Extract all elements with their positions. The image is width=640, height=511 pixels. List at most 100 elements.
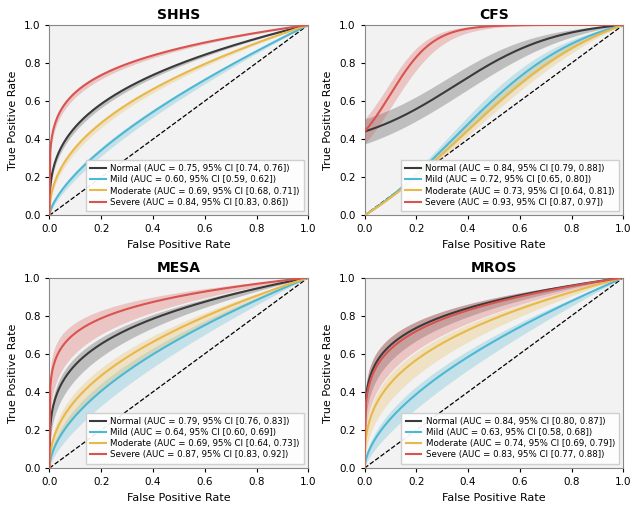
Severe (AUC = 0.87, 95% CI [0.83, 0.92])	[280, 277, 288, 284]
Moderate (AUC = 0.74, 95% CI [0.69, 0.79])	[515, 306, 522, 312]
Normal (AUC = 0.84, 95% CI [0.80, 0.87])	[362, 401, 369, 407]
Mild (AUC = 0.64, 95% CI [0.60, 0.69])	[204, 320, 212, 327]
Mild (AUC = 0.60, 95% CI [0.59, 0.62])	[280, 34, 288, 40]
X-axis label: False Positive Rate: False Positive Rate	[442, 240, 546, 250]
Mild (AUC = 0.63, 95% CI [0.58, 0.68])	[361, 465, 369, 471]
Severe (AUC = 0.84, 95% CI [0.83, 0.86])	[199, 40, 207, 46]
X-axis label: False Positive Rate: False Positive Rate	[127, 240, 230, 250]
Moderate (AUC = 0.69, 95% CI [0.68, 0.71])	[45, 212, 53, 218]
Moderate (AUC = 0.69, 95% CI [0.64, 0.73])	[305, 274, 312, 281]
Normal (AUC = 0.75, 95% CI [0.74, 0.76])	[264, 32, 271, 38]
Mild (AUC = 0.63, 95% CI [0.58, 0.68])	[515, 324, 522, 331]
Normal (AUC = 0.79, 95% CI [0.76, 0.83])	[280, 280, 288, 286]
Mild (AUC = 0.63, 95% CI [0.58, 0.68])	[362, 458, 369, 464]
Moderate (AUC = 0.69, 95% CI [0.68, 0.71])	[204, 59, 212, 65]
Normal (AUC = 0.84, 95% CI [0.79, 0.88])	[620, 22, 627, 28]
Normal (AUC = 0.84, 95% CI [0.80, 0.87])	[361, 465, 369, 471]
Mild (AUC = 0.63, 95% CI [0.58, 0.68])	[579, 293, 587, 299]
Mild (AUC = 0.60, 95% CI [0.59, 0.62])	[45, 212, 53, 218]
Y-axis label: True Positive Rate: True Positive Rate	[323, 323, 333, 423]
Line: Moderate (AUC = 0.73, 95% CI [0.64, 0.81]): Moderate (AUC = 0.73, 95% CI [0.64, 0.81…	[365, 25, 623, 215]
Y-axis label: True Positive Rate: True Positive Rate	[8, 323, 19, 423]
Severe (AUC = 0.87, 95% CI [0.83, 0.92])	[45, 465, 53, 471]
Severe (AUC = 0.83, 95% CI [0.77, 0.88])	[595, 278, 603, 285]
Normal (AUC = 0.75, 95% CI [0.74, 0.76])	[204, 51, 212, 57]
Legend: Normal (AUC = 0.79, 95% CI [0.76, 0.83]), Mild (AUC = 0.64, 95% CI [0.60, 0.69]): Normal (AUC = 0.79, 95% CI [0.76, 0.83])…	[86, 413, 304, 464]
Severe (AUC = 0.83, 95% CI [0.77, 0.88])	[620, 274, 627, 281]
Severe (AUC = 0.84, 95% CI [0.83, 0.86])	[45, 212, 53, 218]
Moderate (AUC = 0.73, 95% CI [0.64, 0.81])	[362, 212, 369, 218]
Moderate (AUC = 0.74, 95% CI [0.69, 0.79])	[519, 305, 527, 311]
Legend: Normal (AUC = 0.84, 95% CI [0.80, 0.87]), Mild (AUC = 0.63, 95% CI [0.58, 0.68]): Normal (AUC = 0.84, 95% CI [0.80, 0.87])…	[401, 413, 619, 464]
Severe (AUC = 0.84, 95% CI [0.83, 0.86])	[47, 148, 54, 154]
Line: Moderate (AUC = 0.69, 95% CI [0.68, 0.71]): Moderate (AUC = 0.69, 95% CI [0.68, 0.71…	[49, 25, 308, 215]
Mild (AUC = 0.63, 95% CI [0.58, 0.68])	[595, 285, 603, 291]
Normal (AUC = 0.79, 95% CI [0.76, 0.83])	[47, 423, 54, 429]
Normal (AUC = 0.84, 95% CI [0.80, 0.87])	[579, 281, 587, 287]
Line: Moderate (AUC = 0.69, 95% CI [0.64, 0.73]): Moderate (AUC = 0.69, 95% CI [0.64, 0.73…	[49, 277, 308, 468]
Mild (AUC = 0.64, 95% CI [0.60, 0.69])	[47, 457, 54, 463]
Normal (AUC = 0.84, 95% CI [0.80, 0.87])	[620, 274, 627, 281]
Mild (AUC = 0.60, 95% CI [0.59, 0.62])	[264, 42, 271, 49]
Mild (AUC = 0.64, 95% CI [0.60, 0.69])	[45, 465, 53, 471]
Moderate (AUC = 0.73, 95% CI [0.64, 0.81])	[519, 79, 527, 85]
Mild (AUC = 0.72, 95% CI [0.65, 0.80])	[362, 212, 369, 218]
Normal (AUC = 0.75, 95% CI [0.74, 0.76])	[305, 22, 312, 28]
Moderate (AUC = 0.74, 95% CI [0.69, 0.79])	[361, 465, 369, 471]
Line: Mild (AUC = 0.60, 95% CI [0.59, 0.62]): Mild (AUC = 0.60, 95% CI [0.59, 0.62])	[49, 25, 308, 215]
Severe (AUC = 0.93, 95% CI [0.87, 0.97])	[515, 22, 522, 28]
Severe (AUC = 0.83, 95% CI [0.77, 0.88])	[361, 465, 369, 471]
Normal (AUC = 0.79, 95% CI [0.76, 0.83])	[305, 274, 312, 281]
Mild (AUC = 0.64, 95% CI [0.60, 0.69])	[280, 285, 288, 291]
Moderate (AUC = 0.69, 95% CI [0.64, 0.73])	[199, 314, 207, 320]
Severe (AUC = 0.84, 95% CI [0.83, 0.86])	[280, 26, 288, 32]
Normal (AUC = 0.79, 95% CI [0.76, 0.83])	[45, 465, 53, 471]
Severe (AUC = 0.83, 95% CI [0.77, 0.88])	[362, 406, 369, 412]
Mild (AUC = 0.63, 95% CI [0.58, 0.68])	[519, 322, 527, 329]
Moderate (AUC = 0.69, 95% CI [0.64, 0.73])	[47, 450, 54, 456]
Moderate (AUC = 0.74, 95% CI [0.69, 0.79])	[595, 281, 603, 287]
Normal (AUC = 0.84, 95% CI [0.80, 0.87])	[519, 292, 527, 298]
Severe (AUC = 0.83, 95% CI [0.77, 0.88])	[514, 294, 522, 300]
Title: MESA: MESA	[157, 261, 201, 275]
Y-axis label: True Positive Rate: True Positive Rate	[8, 71, 19, 170]
Severe (AUC = 0.87, 95% CI [0.83, 0.92])	[204, 288, 212, 294]
Normal (AUC = 0.79, 95% CI [0.76, 0.83])	[264, 283, 271, 289]
Moderate (AUC = 0.69, 95% CI [0.64, 0.73])	[204, 312, 212, 318]
Line: Severe (AUC = 0.87, 95% CI [0.83, 0.92]): Severe (AUC = 0.87, 95% CI [0.83, 0.92])	[49, 277, 308, 468]
Line: Severe (AUC = 0.93, 95% CI [0.87, 0.97]): Severe (AUC = 0.93, 95% CI [0.87, 0.97])	[365, 25, 623, 131]
Moderate (AUC = 0.74, 95% CI [0.69, 0.79])	[362, 439, 369, 446]
Normal (AUC = 0.84, 95% CI [0.79, 0.88])	[514, 47, 522, 53]
Severe (AUC = 0.87, 95% CI [0.83, 0.92])	[200, 289, 207, 295]
Severe (AUC = 0.93, 95% CI [0.87, 0.97])	[519, 22, 527, 28]
Line: Mild (AUC = 0.64, 95% CI [0.60, 0.69]): Mild (AUC = 0.64, 95% CI [0.60, 0.69])	[49, 277, 308, 468]
Moderate (AUC = 0.69, 95% CI [0.68, 0.71])	[200, 61, 207, 67]
Severe (AUC = 0.87, 95% CI [0.83, 0.92])	[199, 289, 207, 295]
Mild (AUC = 0.63, 95% CI [0.58, 0.68])	[620, 274, 627, 281]
Moderate (AUC = 0.73, 95% CI [0.64, 0.81])	[595, 31, 603, 37]
Mild (AUC = 0.60, 95% CI [0.59, 0.62])	[199, 78, 207, 84]
Normal (AUC = 0.75, 95% CI [0.74, 0.76])	[45, 212, 53, 218]
Normal (AUC = 0.75, 95% CI [0.74, 0.76])	[280, 28, 288, 34]
Line: Normal (AUC = 0.84, 95% CI [0.80, 0.87]): Normal (AUC = 0.84, 95% CI [0.80, 0.87])	[365, 277, 623, 468]
Line: Normal (AUC = 0.79, 95% CI [0.76, 0.83]): Normal (AUC = 0.79, 95% CI [0.76, 0.83])	[49, 277, 308, 468]
Moderate (AUC = 0.74, 95% CI [0.69, 0.79])	[579, 286, 587, 292]
Moderate (AUC = 0.73, 95% CI [0.64, 0.81])	[361, 212, 369, 218]
Normal (AUC = 0.84, 95% CI [0.79, 0.88])	[361, 128, 369, 134]
Mild (AUC = 0.72, 95% CI [0.65, 0.80])	[514, 76, 522, 82]
Severe (AUC = 0.87, 95% CI [0.83, 0.92])	[47, 384, 54, 390]
Normal (AUC = 0.79, 95% CI [0.76, 0.83])	[204, 298, 212, 304]
Normal (AUC = 0.84, 95% CI [0.79, 0.88])	[579, 27, 587, 33]
Line: Normal (AUC = 0.84, 95% CI [0.79, 0.88]): Normal (AUC = 0.84, 95% CI [0.79, 0.88])	[365, 25, 623, 131]
Severe (AUC = 0.87, 95% CI [0.83, 0.92])	[264, 280, 271, 286]
Normal (AUC = 0.84, 95% CI [0.79, 0.88])	[515, 47, 522, 53]
Normal (AUC = 0.84, 95% CI [0.80, 0.87])	[595, 278, 603, 284]
Severe (AUC = 0.93, 95% CI [0.87, 0.97])	[579, 22, 587, 28]
Moderate (AUC = 0.69, 95% CI [0.64, 0.73])	[200, 314, 207, 320]
Moderate (AUC = 0.69, 95% CI [0.68, 0.71])	[264, 36, 271, 42]
Severe (AUC = 0.83, 95% CI [0.77, 0.88])	[515, 294, 522, 300]
Normal (AUC = 0.84, 95% CI [0.79, 0.88])	[362, 128, 369, 134]
Moderate (AUC = 0.73, 95% CI [0.64, 0.81])	[514, 83, 522, 89]
Moderate (AUC = 0.69, 95% CI [0.68, 0.71])	[47, 198, 54, 204]
Moderate (AUC = 0.74, 95% CI [0.69, 0.79])	[620, 274, 627, 281]
